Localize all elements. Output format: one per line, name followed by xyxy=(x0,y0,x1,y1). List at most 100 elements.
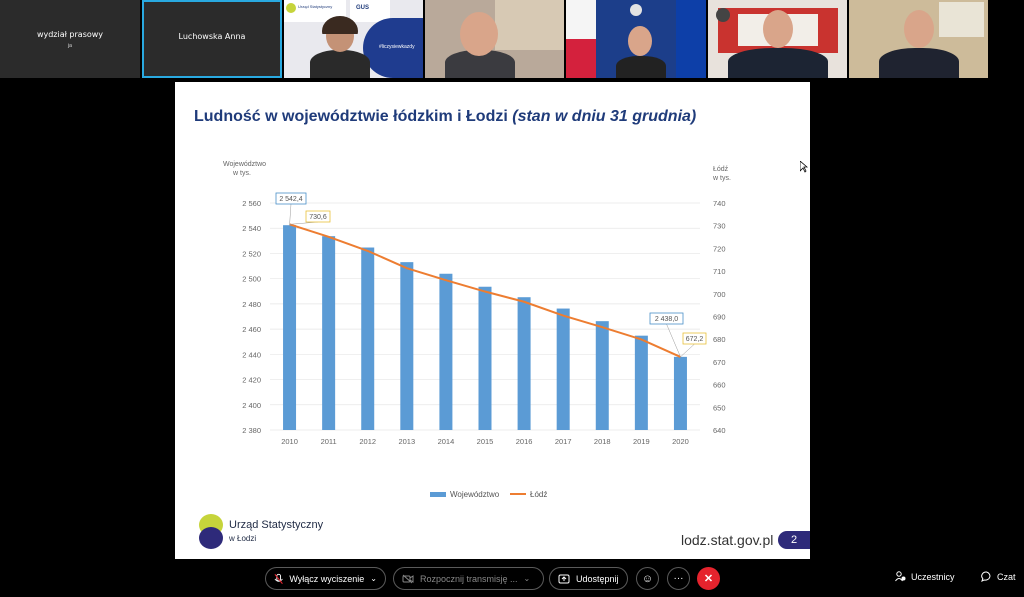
bar-wojewodztwo-2012 xyxy=(361,247,375,430)
org-name-line2: w Łodzi xyxy=(229,534,257,543)
x-axis-tick-label: 2012 xyxy=(359,437,376,446)
bar-wojewodztwo-2013 xyxy=(400,262,414,430)
bar-wojewodztwo-2020 xyxy=(673,356,687,430)
participants-icon xyxy=(895,571,906,582)
right-axis-title-line2: w tys. xyxy=(712,175,731,182)
right-axis-tick-label: 670 xyxy=(713,358,726,367)
bar-wojewodztwo-2015 xyxy=(478,286,492,430)
left-axis-tick-label: 2 540 xyxy=(242,224,261,233)
chat-icon xyxy=(981,571,991,582)
gus-banner: GUS xyxy=(350,0,390,22)
flag-red-icon xyxy=(566,39,596,78)
bar-wojewodztwo-2011 xyxy=(322,236,336,430)
data-label-box xyxy=(275,192,307,205)
person-silhouette xyxy=(616,56,666,78)
legend-label-lodz: Łódź xyxy=(530,490,547,499)
data-label-województwo-2020: 2 438,0 xyxy=(655,316,678,323)
data-label-leader xyxy=(289,203,292,226)
participant-self-label: ja xyxy=(68,43,72,49)
left-axis-tick-label: 2 520 xyxy=(242,249,261,258)
participants-button[interactable]: Uczestnicy xyxy=(895,571,955,582)
banner-org-text: Urząd Statystyczny xyxy=(298,4,333,9)
slide-title: Ludność w województwie łódzkim i Łodzi (… xyxy=(194,108,696,126)
person-hair xyxy=(322,16,358,34)
right-axis-tick-label: 660 xyxy=(713,381,726,390)
data-label-box xyxy=(682,332,707,345)
person-silhouette xyxy=(310,50,370,78)
bar-wojewodztwo-2017 xyxy=(556,308,570,430)
left-axis-tick-label: 2 400 xyxy=(242,401,261,410)
share-label: Udostępnij xyxy=(576,573,619,584)
org-name-line1: Urząd Statystyczny xyxy=(229,519,324,531)
slide-title-note: (stan w dniu 31 grudnia) xyxy=(512,108,697,125)
x-axis-tick-label: 2017 xyxy=(555,437,572,446)
data-label-box xyxy=(649,312,684,325)
participant-name: wydział prasowy xyxy=(36,30,104,39)
video-participant-5[interactable] xyxy=(566,0,706,78)
share-screen-icon xyxy=(558,574,570,583)
start-broadcast-button[interactable]: Rozpocznij transmisję ... ⌄ xyxy=(393,567,544,590)
org-logo xyxy=(199,514,223,550)
x-axis-tick-label: 2010 xyxy=(281,437,298,446)
bar-wojewodztwo-2019 xyxy=(634,335,648,430)
page-number: 2 xyxy=(790,534,798,546)
right-axis-tick-label: 720 xyxy=(713,244,726,253)
leave-meeting-button[interactable]: ✕ xyxy=(697,567,720,590)
right-axis-tick-label: 690 xyxy=(713,313,726,322)
share-button[interactable]: Udostępnij xyxy=(549,567,628,590)
page-number-badge: 2 xyxy=(778,531,810,549)
data-label-województwo-2010: 2 542,4 xyxy=(279,196,302,203)
x-axis-tick-label: 2015 xyxy=(477,437,494,446)
mic-muted-icon xyxy=(716,8,730,22)
chevron-down-icon: ⌄ xyxy=(523,574,531,583)
data-label-box xyxy=(305,210,331,223)
left-axis-tick-label: 2 440 xyxy=(242,350,261,359)
right-axis-tick-label: 730 xyxy=(713,222,726,231)
data-label-leader xyxy=(680,343,695,358)
bar-wojewodztwo-2018 xyxy=(595,321,609,430)
shared-slide: Ludność w województwie łódzkim i Łodzi (… xyxy=(175,82,810,559)
participant-tile-wydzial-prasowy[interactable]: wydział prasowy ja xyxy=(0,0,140,78)
legend-label-wojewodztwo: Województwo xyxy=(450,490,500,499)
unmute-label: Wyłącz wyciszenie xyxy=(289,573,365,584)
right-axis-tick-label: 650 xyxy=(713,403,726,412)
video-participant-7[interactable] xyxy=(849,0,988,78)
person-head xyxy=(460,12,498,56)
legend-swatch-lodz xyxy=(510,493,526,495)
person-head xyxy=(904,10,934,48)
more-dots-icon: ··· xyxy=(673,573,684,584)
person-silhouette xyxy=(879,48,959,78)
wall-board xyxy=(939,2,984,37)
left-axis-title-line1: Województwo xyxy=(223,161,266,168)
left-axis-title-line2: w tys. xyxy=(232,170,251,177)
bar-wojewodztwo-2010 xyxy=(283,225,297,430)
video-participant-3[interactable]: Urząd Statystyczny GUS #liczysiewkazdy xyxy=(284,0,423,78)
left-axis-tick-label: 2 460 xyxy=(242,325,261,334)
meeting-toolbar: Wyłącz wyciszenie ⌄ Rozpocznij transmisj… xyxy=(0,560,1024,597)
more-options-button[interactable]: ··· xyxy=(667,567,690,590)
bar-wojewodztwo-2016 xyxy=(517,297,531,430)
chat-button[interactable]: Czat xyxy=(981,571,1016,582)
hashtag-text: #liczysiewkazdy xyxy=(379,44,415,50)
start-broadcast-label: Rozpocznij transmisję ... xyxy=(420,573,518,584)
bar-wojewodztwo-2014 xyxy=(439,273,453,430)
emblem-icon xyxy=(630,4,642,16)
chart-legend: Województwo Łódź xyxy=(430,490,547,499)
x-axis-tick-label: 2014 xyxy=(438,437,455,446)
participant-tile-luchowska-anna[interactable]: Luchowska Anna xyxy=(142,0,282,78)
reactions-button[interactable]: ☺ xyxy=(636,567,659,590)
gus-text: GUS xyxy=(356,5,370,11)
line-lodz xyxy=(289,223,681,358)
video-participant-6[interactable] xyxy=(708,0,847,78)
right-axis-tick-label: 680 xyxy=(713,335,726,344)
unmute-button[interactable]: Wyłącz wyciszenie ⌄ xyxy=(265,567,386,590)
x-axis-tick-label: 2019 xyxy=(633,437,650,446)
left-axis-tick-label: 2 380 xyxy=(242,426,261,435)
urzad-banner: Urząd Statystyczny xyxy=(284,0,346,22)
video-participant-4[interactable] xyxy=(425,0,564,78)
video-off-icon xyxy=(402,574,414,583)
left-axis-tick-label: 2 480 xyxy=(242,300,261,309)
x-axis-tick-label: 2011 xyxy=(321,437,337,446)
chat-label: Czat xyxy=(997,571,1016,582)
hashtag-banner: #liczysiewkazdy xyxy=(363,18,423,78)
